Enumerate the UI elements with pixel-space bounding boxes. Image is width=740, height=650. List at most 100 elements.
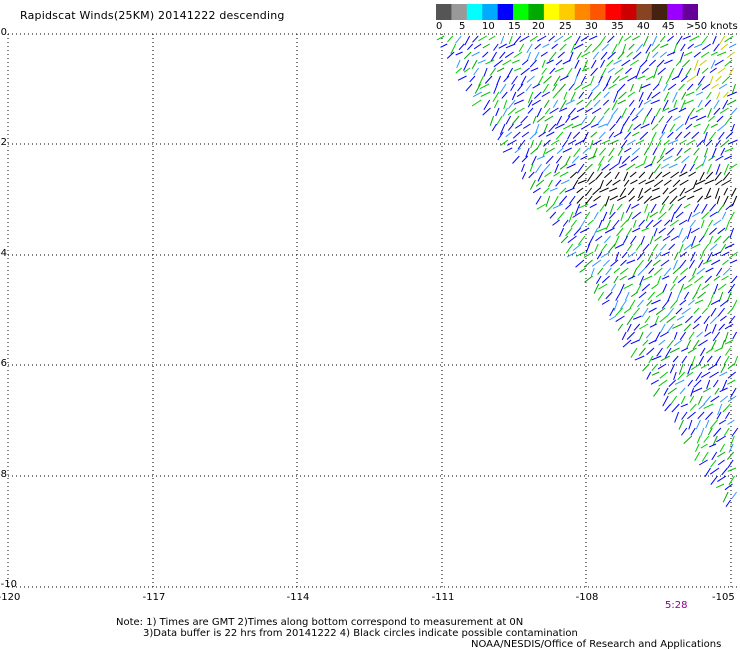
wind-barb — [703, 315, 710, 325]
wind-barb — [676, 315, 685, 321]
wind-barb — [717, 51, 727, 57]
wind-barb — [520, 115, 528, 124]
wind-barb — [652, 51, 659, 58]
wind-barb — [614, 171, 620, 180]
wind-barb — [671, 403, 680, 413]
wind-barb — [680, 403, 688, 408]
wind-barb — [678, 219, 688, 226]
wind-barb — [511, 59, 520, 64]
wind-barb — [683, 435, 693, 444]
wind-barb — [686, 139, 696, 146]
wind-barb — [556, 147, 564, 154]
lat-tick-label: -8 — [0, 469, 7, 480]
wind-barb — [601, 299, 610, 305]
wind-barb — [652, 219, 662, 228]
wind-barb — [667, 83, 677, 91]
wind-barb — [527, 99, 533, 108]
wind-barb — [563, 35, 572, 42]
legend-swatch — [436, 4, 453, 20]
wind-barb — [626, 139, 636, 146]
wind-barb — [650, 195, 661, 201]
wind-barb — [661, 251, 670, 257]
wind-barb — [645, 43, 652, 54]
wind-barb — [713, 283, 719, 295]
legend-label: 40 — [637, 21, 650, 32]
wind-barb — [488, 35, 496, 41]
wind-barb — [656, 139, 662, 149]
wind-barb — [590, 75, 595, 84]
wind-barb — [679, 139, 687, 145]
wind-barb — [526, 43, 533, 53]
wind-barb — [467, 43, 474, 51]
wind-barb — [690, 243, 701, 250]
wind-barb — [693, 123, 701, 128]
wind-barb — [642, 363, 650, 372]
wind-barb — [651, 35, 658, 47]
wind-barb — [593, 211, 599, 220]
wind-barb — [472, 91, 483, 98]
wind-barb — [472, 35, 479, 43]
legend-swatch — [636, 4, 653, 20]
wind-barb — [653, 267, 663, 276]
wind-barb — [643, 155, 648, 165]
wind-barb — [474, 83, 481, 94]
wind-barb — [570, 43, 576, 54]
wind-barb — [636, 139, 645, 145]
wind-barb — [682, 35, 691, 40]
wind-barb — [706, 91, 712, 100]
wind-barb — [501, 91, 508, 99]
wind-barb — [668, 203, 674, 211]
wind-barb — [549, 107, 559, 114]
wind-barb — [570, 219, 577, 228]
wind-barb — [579, 219, 586, 229]
wind-barb — [728, 43, 737, 49]
wind-barb — [718, 131, 725, 140]
wind-barb — [633, 123, 642, 131]
wind-barb — [677, 227, 684, 239]
wind-barb — [663, 83, 668, 92]
legend-label: >50 knots — [686, 21, 738, 32]
wind-barb — [723, 163, 729, 175]
wind-barb — [567, 131, 572, 140]
wind-barb — [626, 315, 634, 326]
lon-tick-label: -114 — [286, 592, 310, 603]
wind-barb — [576, 107, 585, 113]
wind-barb — [648, 339, 657, 345]
wind-barb — [503, 75, 510, 83]
wind-barb — [661, 275, 670, 280]
wind-barb — [580, 123, 591, 130]
wind-barb — [714, 171, 722, 181]
wind-barb — [632, 219, 637, 228]
wind-barb — [715, 155, 724, 162]
wind-barb — [710, 395, 720, 403]
wind-barb — [714, 59, 724, 66]
legend-swatch — [574, 4, 591, 20]
wind-barb — [715, 483, 725, 489]
wind-barb — [710, 307, 717, 317]
wind-barb — [689, 219, 696, 228]
wind-barb — [637, 195, 644, 202]
wind-barb — [691, 363, 701, 371]
wind-barb — [482, 51, 489, 58]
map-grid — [7, 33, 740, 588]
wind-barb — [554, 163, 559, 174]
wind-barb — [464, 35, 471, 46]
wind-barb — [701, 211, 710, 220]
wind-barb — [727, 51, 735, 58]
wind-barb — [727, 395, 737, 403]
wind-barb — [673, 339, 683, 347]
wind-barb — [493, 43, 499, 51]
wind-barb — [589, 203, 597, 209]
wind-barb — [721, 251, 730, 257]
legend-swatch — [451, 4, 468, 20]
wind-barb — [728, 475, 735, 486]
legend-label: 15 — [508, 21, 521, 32]
wind-barb — [603, 235, 611, 244]
wind-barb — [695, 283, 702, 294]
wind-barb — [575, 67, 582, 78]
wind-barb — [556, 115, 563, 126]
wind-barb — [694, 451, 701, 462]
wind-barb — [704, 147, 709, 158]
wind-barb — [599, 187, 609, 193]
wind-barb — [555, 123, 565, 129]
